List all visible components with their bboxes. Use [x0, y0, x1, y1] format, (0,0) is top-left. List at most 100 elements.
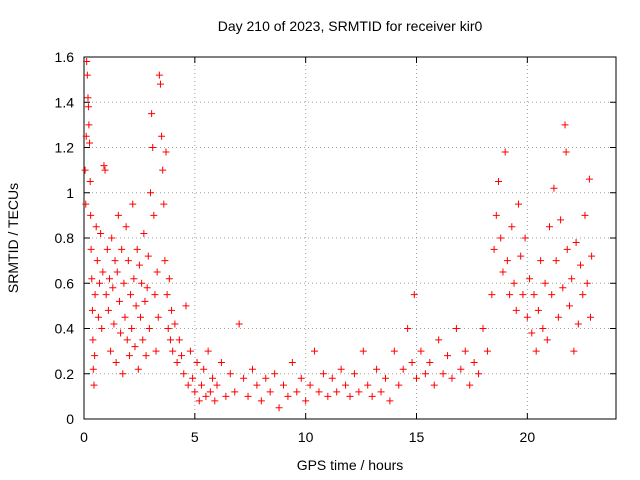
data-point [178, 352, 186, 360]
data-point [235, 320, 243, 328]
data-point [539, 325, 547, 332]
data-point [140, 229, 148, 237]
data-point [149, 144, 157, 151]
data-point [532, 347, 540, 355]
data-point [328, 374, 336, 382]
data-point [452, 325, 460, 332]
data-point [171, 320, 179, 328]
data-point [390, 347, 398, 355]
data-point [119, 370, 127, 378]
x-tick-label: 15 [409, 429, 425, 445]
data-point [293, 388, 301, 396]
data-point [153, 268, 161, 276]
data-point [512, 306, 520, 314]
data-point [168, 306, 176, 314]
data-point [191, 388, 199, 396]
data-point [506, 291, 514, 299]
data-point [121, 313, 129, 321]
data-point [588, 252, 596, 260]
data-point [421, 370, 429, 378]
data-point [226, 370, 234, 378]
data-point [543, 336, 551, 344]
data-point [145, 325, 153, 332]
data-point [100, 162, 108, 170]
data-point [118, 245, 126, 253]
data-point [92, 223, 100, 231]
data-point [138, 279, 146, 287]
y-tick-label: 0.6 [55, 275, 75, 291]
data-point [105, 275, 113, 283]
data-point [189, 374, 197, 382]
data-point [240, 374, 248, 382]
data-point [162, 148, 170, 156]
y-axis-label: SRMTID / TECUs [5, 183, 21, 293]
data-point [546, 223, 553, 231]
data-point [111, 257, 119, 265]
data-point [492, 211, 500, 219]
data-point [88, 306, 96, 314]
data-point [541, 279, 549, 287]
data-point [128, 325, 136, 332]
data-point [587, 313, 595, 321]
data-point [271, 370, 279, 378]
data-point [368, 392, 376, 400]
data-point [209, 374, 217, 382]
data-point [342, 381, 350, 389]
data-point [399, 365, 407, 373]
data-point [169, 347, 177, 355]
data-point [93, 257, 101, 265]
data-point [519, 291, 527, 299]
data-point [124, 257, 132, 265]
data-point [430, 381, 438, 389]
y-tick-label: 0.2 [55, 366, 75, 382]
data-point [439, 370, 447, 378]
data-point [550, 184, 558, 192]
data-point [91, 291, 99, 299]
data-point [130, 275, 138, 283]
data-point [91, 352, 99, 360]
data-point [161, 257, 169, 265]
data-point [186, 347, 194, 355]
data-point [85, 121, 93, 129]
data-point [373, 365, 381, 373]
data-point [180, 370, 188, 378]
data-point [526, 275, 534, 283]
data-point [104, 306, 112, 314]
data-point [572, 239, 580, 247]
data-point [537, 257, 545, 265]
data-point [117, 329, 125, 337]
data-point [101, 166, 109, 174]
data-point [503, 257, 511, 265]
data-point [523, 313, 531, 321]
data-point [574, 320, 582, 328]
data-point [83, 71, 91, 79]
data-point [197, 381, 205, 389]
data-point [288, 358, 296, 366]
data-point [112, 358, 120, 366]
data-point [284, 392, 292, 400]
data-point [107, 347, 115, 355]
data-point [211, 397, 219, 405]
data-point [585, 175, 593, 183]
data-point [377, 388, 385, 396]
data-point [548, 291, 556, 299]
y-tick-label: 1 [66, 185, 74, 201]
data-point [165, 275, 173, 283]
y-tick-label: 1.2 [55, 140, 75, 156]
x-tick-label: 20 [520, 429, 536, 445]
data-point [517, 252, 525, 260]
data-point [120, 279, 128, 287]
data-point [139, 336, 147, 344]
x-tick-label: 10 [298, 429, 314, 445]
data-point [570, 347, 578, 355]
data-point [528, 329, 536, 337]
x-tick-label: 0 [80, 429, 88, 445]
data-point [444, 352, 452, 360]
data-point [195, 397, 203, 405]
data-point [231, 388, 239, 396]
data-point [204, 347, 212, 355]
data-point [583, 279, 591, 287]
data-point [435, 336, 443, 344]
data-point [163, 291, 171, 299]
data-point [404, 325, 412, 332]
